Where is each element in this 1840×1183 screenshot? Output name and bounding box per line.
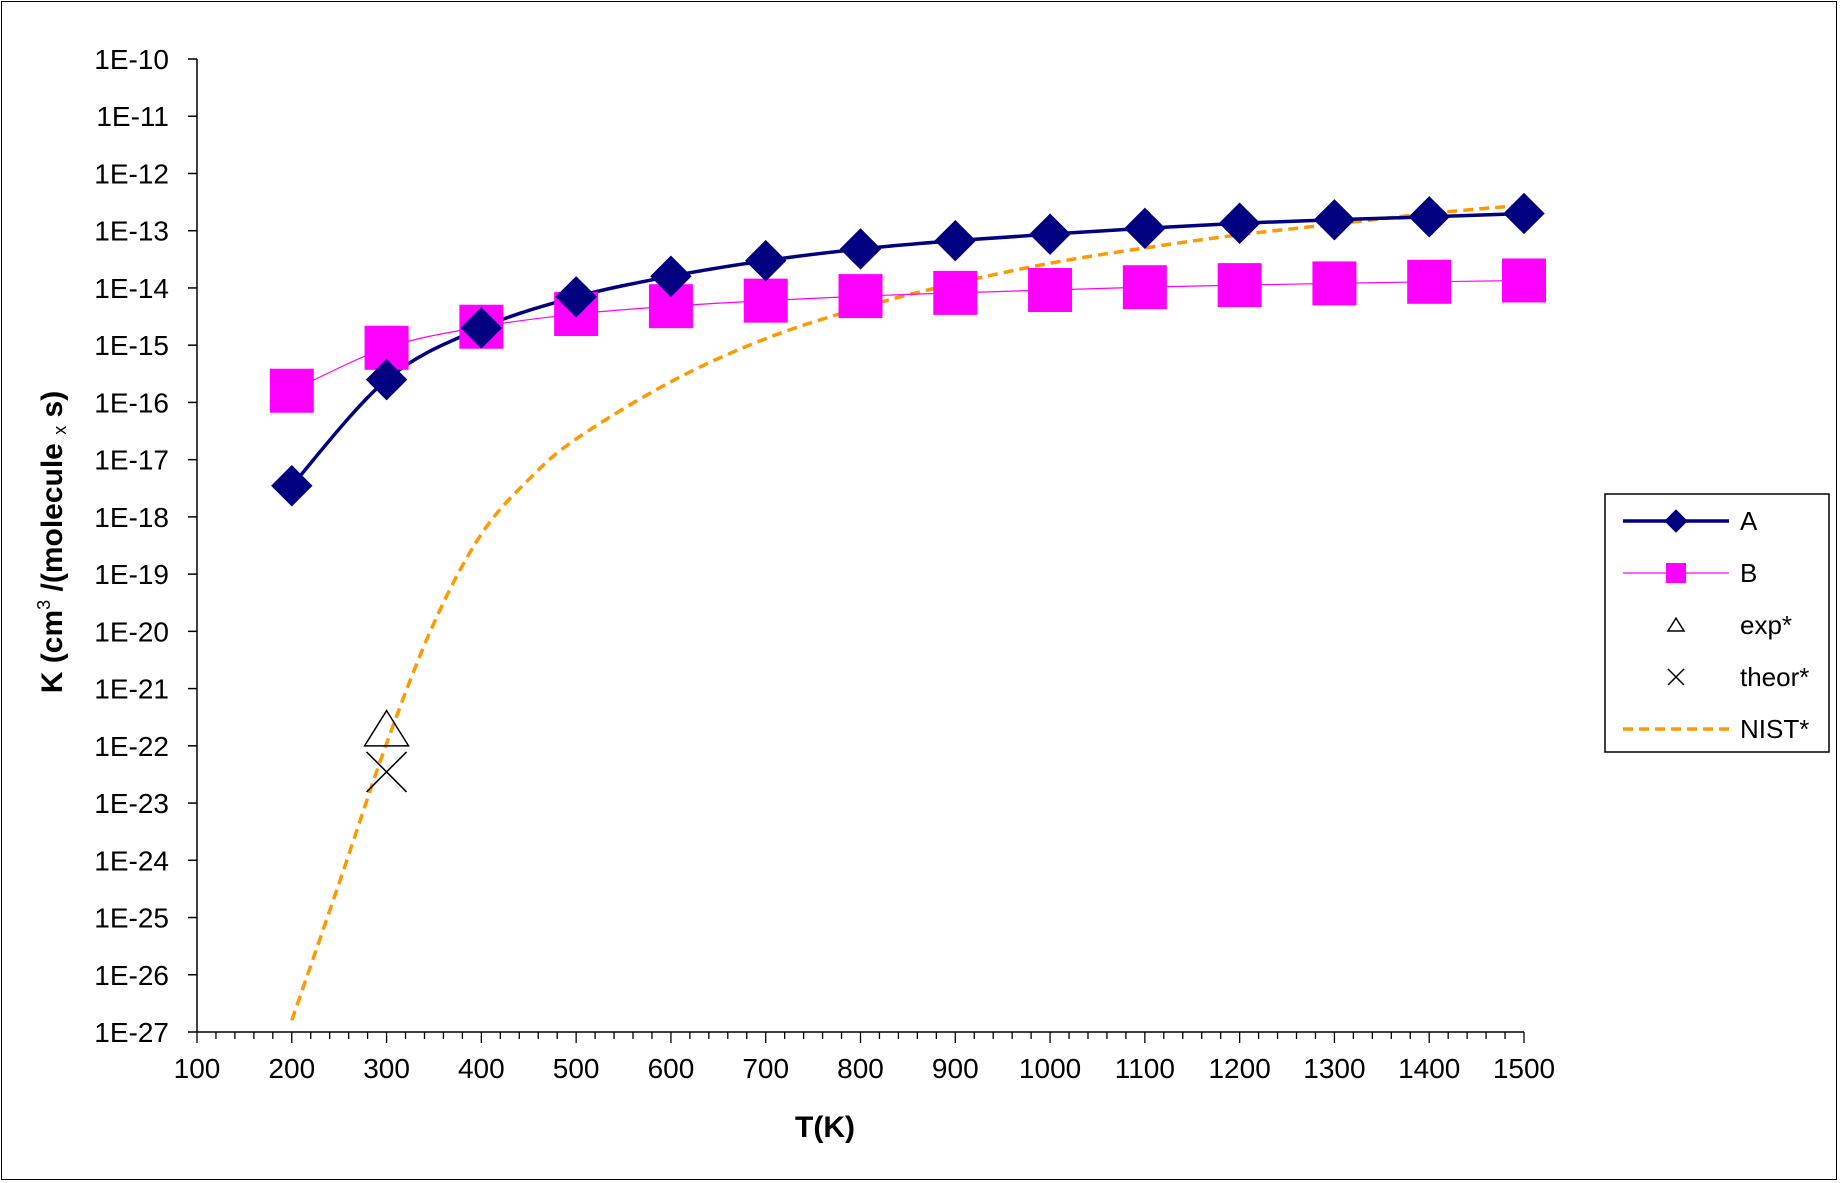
data-point-b [1407,259,1452,304]
data-point-b [1028,268,1073,313]
data-point-a [1124,207,1166,250]
data-point-b [1217,263,1262,308]
y-tick-label: 1E-14 [94,273,169,304]
x-tick-label: 200 [268,1053,315,1084]
x-tick-label: 300 [363,1053,410,1084]
y-axis-title-sub: x [50,426,70,435]
data-point-a [650,255,692,297]
data-point-b [838,274,883,319]
x-tick-label: 600 [648,1053,695,1084]
x-axis-title: T(K) [795,1111,855,1144]
data-point-b [1122,265,1167,310]
y-axis-title-suffix: s) [36,391,69,426]
y-tick-label: 1E-18 [94,502,169,533]
x-tick-label: 400 [458,1053,505,1084]
x-tick-label: 900 [932,1053,979,1084]
y-axis-title-middle: /(molecule [36,435,69,600]
legend-marker-theor-stroke-b [1667,668,1685,686]
data-point-a [839,228,882,270]
data-point-a [1313,199,1356,241]
series-line-a [290,211,1525,487]
y-axis-title-prefix: K (cm [36,610,69,693]
y-tick-label: 1E-10 [94,44,169,75]
y-tick-label: 1E-13 [94,216,169,247]
y-tick-label: 1E-17 [94,445,169,476]
x-tick-label: 1200 [1208,1053,1270,1084]
y-tick-label: 1E-26 [94,960,169,991]
axes: 1E-10 1E-11 1E-12 1E-13 1E-14 1E-15 1E-16 1E-17… [94,44,1555,1084]
legend-label-theor: theor* [1740,662,1809,692]
data-point-b [933,270,978,315]
data-point-theor-stroke-b [366,751,408,793]
legend-label-exp: exp* [1740,610,1792,640]
x-tick-label: 700 [742,1053,789,1084]
legend-label-a: A [1740,506,1758,536]
data-point-a [745,239,787,282]
data-point-a [365,358,408,401]
data-point-a [460,307,503,349]
y-tick-label: 1E-20 [94,616,169,647]
data-point-a [934,219,976,262]
data-point-a [1218,202,1261,244]
data-point-b [1312,261,1357,306]
legend-marker-b [1666,563,1686,583]
y-tick-label: 1E-16 [94,387,169,418]
legend-marker-a [1664,509,1688,533]
y-tick-label: 1E-22 [94,731,169,762]
data-point-exp [363,709,410,747]
x-tick-label: 1100 [1115,1053,1175,1084]
data-point-a [1408,196,1450,238]
marker-layer [269,192,1546,793]
y-tick-label: 1E-12 [94,158,169,189]
x-tick-label: 100 [174,1053,221,1084]
y-tick-label: 1E-15 [94,330,169,361]
y-axis-title: K (cm3 /(molecule x s) [34,391,70,693]
data-point-theor [366,751,408,793]
data-point-a [555,276,597,318]
legend-label-b: B [1740,558,1757,588]
legend-box [1604,493,1830,753]
legend-marker-exp [1666,616,1686,632]
x-tick-label: 1400 [1398,1053,1460,1084]
legend-label-nist: NIST* [1740,714,1809,744]
x-tick-label: 1300 [1303,1053,1365,1084]
x-tick-label: 1000 [1019,1053,1081,1084]
x-tick-label: 800 [837,1053,884,1084]
y-axis-title-sup: 3 [34,600,54,610]
y-tick-label: 1E-24 [94,845,169,876]
data-point-a [1503,192,1545,235]
legend-marker-theor [1667,668,1685,686]
data-point-a [271,465,313,507]
y-tick-label: 1E-23 [94,788,169,819]
x-tick-label: 500 [553,1053,600,1084]
y-tick-label: 1E-27 [94,1017,169,1048]
y-tick-label: 1E-19 [94,559,169,590]
y-tick-label: 1E-21 [94,674,169,705]
y-tick-label: 1E-25 [94,903,169,934]
data-point-a [1029,213,1071,255]
data-point-b [1502,258,1546,303]
data-point-b [269,368,314,413]
x-tick-label: 1500 [1493,1053,1555,1084]
y-tick-label: 1E-11 [96,101,169,132]
data-point-b [743,278,788,323]
